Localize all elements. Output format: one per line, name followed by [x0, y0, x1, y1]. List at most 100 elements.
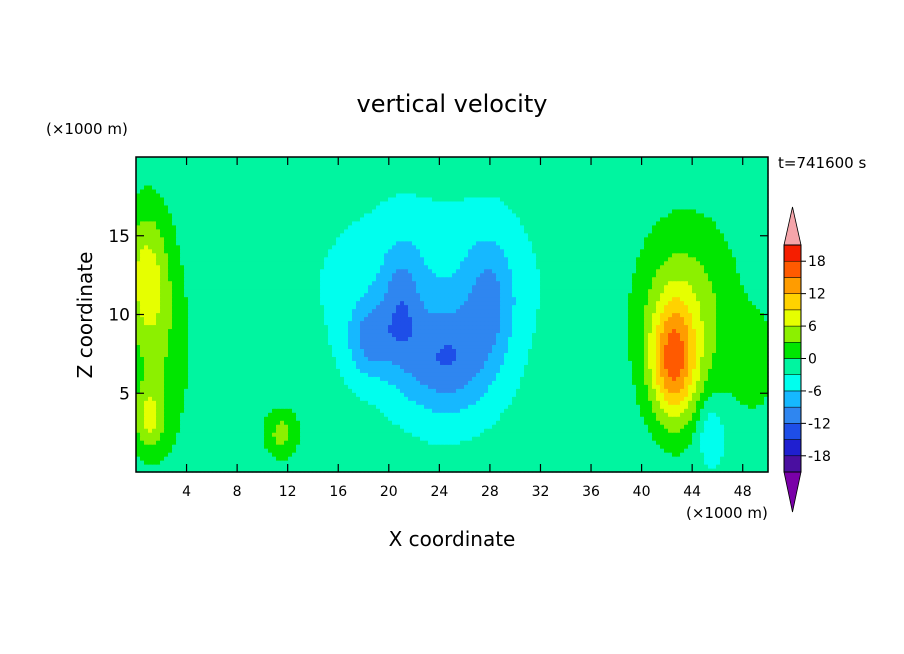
field-cell	[224, 424, 229, 429]
field-cell	[260, 444, 265, 449]
field-cell	[544, 420, 549, 425]
field-cell	[544, 440, 549, 445]
field-cell	[408, 396, 413, 401]
field-cell	[180, 360, 185, 365]
field-cell	[732, 388, 737, 393]
field-cell	[528, 440, 533, 445]
field-cell	[380, 380, 385, 385]
field-cell	[420, 348, 425, 353]
field-cell	[504, 456, 509, 461]
field-cell	[164, 376, 169, 381]
field-cell	[156, 464, 161, 469]
field-cell	[556, 448, 561, 453]
field-cell	[456, 356, 461, 361]
field-cell	[396, 400, 401, 405]
field-cell	[152, 452, 157, 457]
field-cell	[656, 356, 661, 361]
field-cell	[760, 416, 765, 421]
field-cell	[528, 352, 533, 357]
field-cell	[384, 348, 389, 353]
field-cell	[708, 448, 713, 453]
field-cell	[284, 384, 289, 389]
field-cell	[456, 428, 461, 433]
field-cell	[636, 348, 641, 353]
field-cell	[356, 468, 361, 473]
field-cell	[256, 448, 261, 453]
field-cell	[324, 348, 329, 353]
field-cell	[548, 400, 553, 405]
field-cell	[196, 392, 201, 397]
field-cell	[300, 384, 305, 389]
field-cell	[652, 452, 657, 457]
field-cell	[340, 416, 345, 421]
field-cell	[236, 388, 241, 393]
field-cell	[408, 356, 413, 361]
field-cell	[756, 416, 761, 421]
field-cell	[684, 452, 689, 457]
field-cell	[432, 412, 437, 417]
field-cell	[736, 452, 741, 457]
field-cell	[180, 440, 185, 445]
field-cell	[576, 460, 581, 465]
field-cell	[312, 360, 317, 365]
field-cell	[576, 384, 581, 389]
field-cell	[728, 452, 733, 457]
field-cell	[212, 452, 217, 457]
field-cell	[296, 404, 301, 409]
field-cell	[740, 432, 745, 437]
field-cell	[700, 396, 705, 401]
field-cell	[408, 448, 413, 453]
field-cell	[232, 428, 237, 433]
field-cell	[604, 412, 609, 417]
field-cell	[416, 424, 421, 429]
field-cell	[604, 368, 609, 373]
field-cell	[684, 380, 689, 385]
field-cell	[272, 364, 277, 369]
field-cell	[240, 356, 245, 361]
field-cell	[712, 392, 717, 397]
field-cell	[392, 380, 397, 385]
field-cell	[168, 380, 173, 385]
field-cell	[296, 392, 301, 397]
field-cell	[764, 352, 769, 357]
field-cell	[540, 440, 545, 445]
field-cell	[224, 368, 229, 373]
field-cell	[356, 416, 361, 421]
field-cell	[252, 460, 257, 465]
field-cell	[696, 392, 701, 397]
field-cell	[720, 364, 725, 369]
field-cell	[176, 396, 181, 401]
field-cell	[596, 420, 601, 425]
field-cell	[336, 368, 341, 373]
field-cell	[260, 420, 265, 425]
field-cell	[420, 392, 425, 397]
field-cell	[632, 392, 637, 397]
field-cell	[192, 368, 197, 373]
field-cell	[196, 364, 201, 369]
field-cell	[684, 396, 689, 401]
field-cell	[264, 360, 269, 365]
field-cell	[456, 412, 461, 417]
field-cell	[580, 348, 585, 353]
field-cell	[384, 368, 389, 373]
field-cell	[512, 460, 517, 465]
field-cell	[236, 360, 241, 365]
field-cell	[408, 392, 413, 397]
field-cell	[384, 412, 389, 417]
field-cell	[420, 428, 425, 433]
field-cell	[576, 448, 581, 453]
field-cell	[316, 360, 321, 365]
field-cell	[736, 372, 741, 377]
field-cell	[716, 440, 721, 445]
field-cell	[620, 380, 625, 385]
field-cell	[604, 468, 609, 473]
field-cell	[172, 428, 177, 433]
field-cell	[260, 368, 265, 373]
field-cell	[760, 388, 765, 393]
field-cell	[552, 360, 557, 365]
field-cell	[588, 408, 593, 413]
field-cell	[440, 348, 445, 353]
field-cell	[196, 464, 201, 469]
field-cell	[440, 388, 445, 393]
field-cell	[248, 380, 253, 385]
